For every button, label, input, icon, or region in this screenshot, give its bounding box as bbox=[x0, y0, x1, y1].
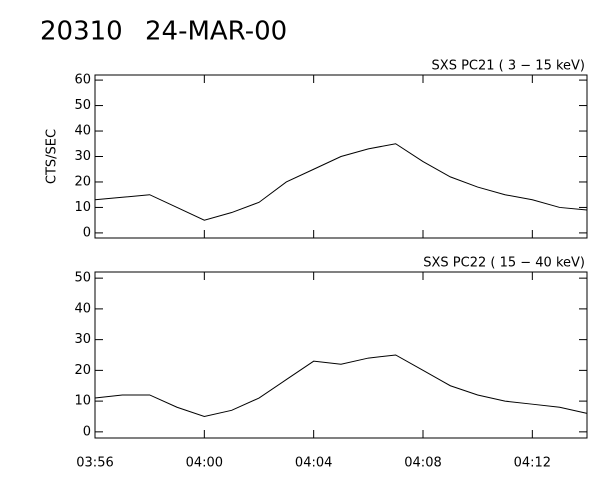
data-line bbox=[94, 354, 588, 418]
panel-title: SXS PC21 ( 3 − 15 keV) bbox=[432, 59, 585, 74]
x-tick-label: 04:12 bbox=[514, 456, 551, 471]
y-tick-label: 30 bbox=[74, 149, 91, 164]
observation-id: 20310 bbox=[40, 17, 123, 47]
x-tick-label: 04:08 bbox=[404, 456, 441, 471]
x-tick-label: 04:04 bbox=[295, 456, 332, 471]
y-tick-label: 0 bbox=[83, 424, 91, 439]
y-tick-label: 10 bbox=[74, 200, 91, 215]
y-tick-label: 50 bbox=[74, 98, 91, 113]
y-tick-label: 20 bbox=[74, 363, 91, 378]
y-tick-label: 60 bbox=[74, 73, 91, 88]
y-tick-label: 30 bbox=[74, 332, 91, 347]
y-tick-label: 40 bbox=[74, 301, 91, 316]
y-tick-label: 50 bbox=[74, 271, 91, 286]
plot-frame bbox=[94, 271, 588, 439]
y-axis-label: CTS/SEC bbox=[45, 129, 60, 184]
y-tick-label: 20 bbox=[74, 174, 91, 189]
observation-date: 24-MAR-00 bbox=[145, 17, 287, 47]
panel-title: SXS PC22 ( 15 − 40 keV) bbox=[423, 256, 585, 271]
data-line bbox=[94, 143, 588, 221]
x-tick-label: 04:00 bbox=[186, 456, 223, 471]
y-tick-label: 10 bbox=[74, 394, 91, 409]
y-tick-label: 40 bbox=[74, 124, 91, 139]
x-tick-label: 03:56 bbox=[76, 456, 113, 471]
y-tick-label: 0 bbox=[83, 225, 91, 240]
